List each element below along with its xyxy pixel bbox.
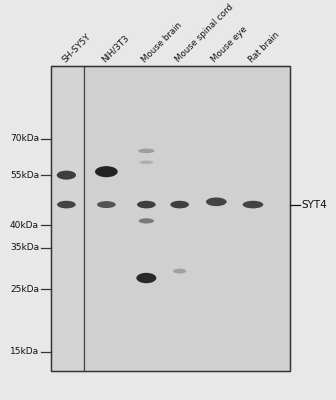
Text: Mouse eye: Mouse eye — [210, 25, 249, 64]
Bar — [51, 66, 290, 371]
Ellipse shape — [139, 218, 154, 224]
Ellipse shape — [170, 201, 189, 208]
Text: 15kDa: 15kDa — [10, 347, 39, 356]
Text: Mouse spinal cord: Mouse spinal cord — [173, 3, 235, 64]
Ellipse shape — [138, 149, 155, 153]
Text: 35kDa: 35kDa — [10, 243, 39, 252]
Ellipse shape — [139, 160, 153, 164]
Text: 70kDa: 70kDa — [10, 134, 39, 143]
Text: SYT4: SYT4 — [301, 200, 327, 210]
Text: 25kDa: 25kDa — [10, 285, 39, 294]
Ellipse shape — [173, 269, 186, 274]
Ellipse shape — [136, 273, 156, 283]
Ellipse shape — [206, 198, 227, 206]
Text: 55kDa: 55kDa — [10, 171, 39, 180]
Ellipse shape — [95, 166, 118, 177]
Text: Mouse brain: Mouse brain — [140, 20, 184, 64]
Ellipse shape — [57, 171, 76, 180]
Text: SH-SY5Y: SH-SY5Y — [60, 32, 92, 64]
Text: 40kDa: 40kDa — [10, 221, 39, 230]
Bar — [84, 66, 290, 371]
Text: NIH/3T3: NIH/3T3 — [100, 34, 131, 64]
Ellipse shape — [97, 201, 116, 208]
Bar — [51, 66, 84, 371]
Ellipse shape — [243, 201, 263, 208]
Ellipse shape — [57, 201, 76, 208]
Text: Rat brain: Rat brain — [247, 30, 281, 64]
Ellipse shape — [137, 201, 156, 208]
